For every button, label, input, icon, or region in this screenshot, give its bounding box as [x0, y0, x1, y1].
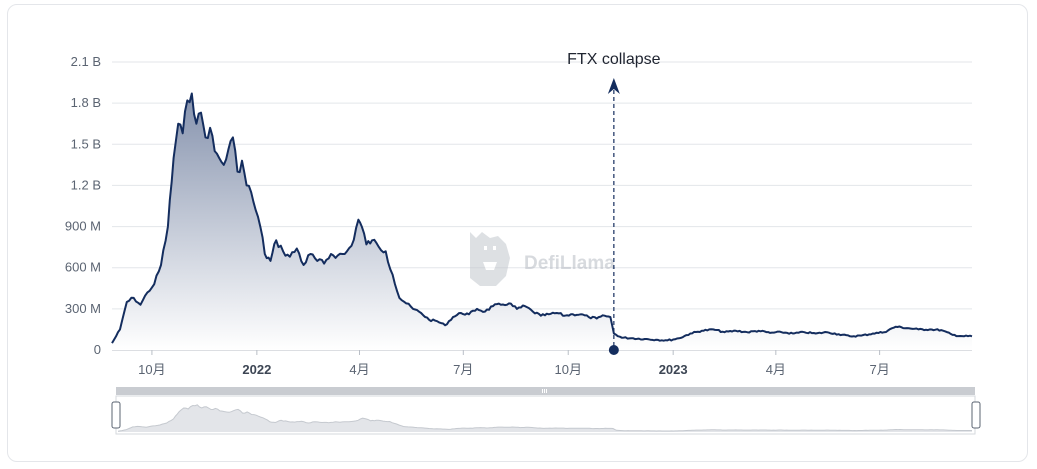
zoom-drag-grip-icon[interactable] — [542, 389, 547, 393]
zoom-preview-line — [117, 404, 972, 432]
y-axis: 0 300 M 600 M 900 M 1.2 B 1.5 B 1.8 B 2.1 B — [65, 54, 101, 357]
y-tick-label: 600 M — [65, 260, 101, 275]
watermark-text: DefiLlama — [524, 253, 615, 274]
x-tick-label: 7月 — [453, 362, 473, 377]
x-tick-label: 2023 — [659, 362, 688, 377]
annotation-label: FTX collapse — [567, 51, 660, 68]
defillama-watermark: DefiLlama — [470, 232, 615, 286]
zoom-handle-right[interactable] — [971, 401, 981, 429]
x-tick-label: 10月 — [554, 362, 581, 377]
y-tick-label: 2.1 B — [71, 54, 101, 69]
y-tick-label: 300 M — [65, 301, 101, 316]
x-tick-label: 4月 — [349, 362, 369, 377]
y-tick-label: 0 — [94, 342, 101, 357]
llama-logo-icon — [470, 232, 510, 286]
y-tick-label: 1.2 B — [71, 177, 101, 192]
annotation-arrow-icon — [607, 78, 620, 94]
zoom-preview-area — [118, 404, 972, 432]
y-tick-label: 900 M — [65, 219, 101, 234]
series-line — [111, 92, 973, 344]
x-tick-label: 2022 — [242, 362, 271, 377]
zoom-handle-left[interactable] — [111, 401, 121, 429]
ftx-annotation: FTX collapse — [567, 51, 661, 355]
x-tick-label: 10月 — [138, 362, 165, 377]
area-fill — [112, 93, 972, 350]
x-tick-label: 4月 — [766, 362, 786, 377]
y-tick-label: 1.5 B — [71, 136, 101, 151]
zoom-track-bar[interactable] — [116, 387, 975, 395]
y-tick-label: 1.8 B — [71, 95, 101, 110]
x-tick-label: 7月 — [869, 362, 889, 377]
data-zoom-slider[interactable] — [111, 387, 981, 435]
annotation-marker[interactable] — [608, 345, 619, 355]
x-axis: 10月 2022 4月 7月 10月 2023 4月 7月 — [138, 350, 890, 377]
